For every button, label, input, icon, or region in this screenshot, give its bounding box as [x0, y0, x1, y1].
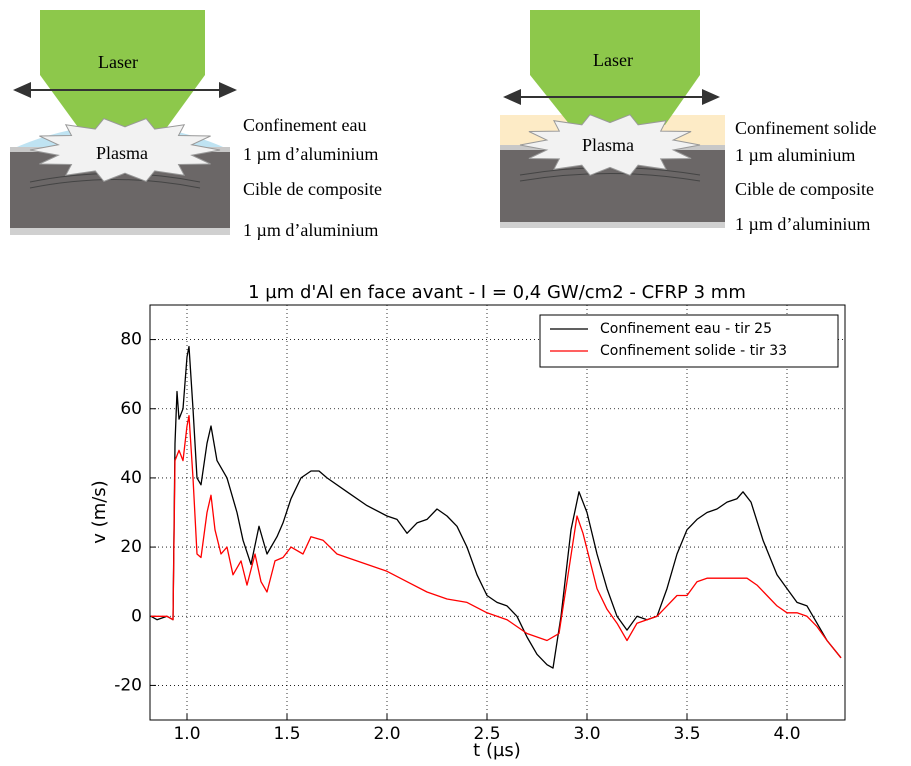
diagram-water: Laser Plasma Confinement eau 1 µm d’alum…: [10, 10, 382, 240]
laser-label: Laser: [593, 50, 633, 70]
laser-label: Laser: [98, 52, 138, 72]
x-axis-label: t (µs): [473, 740, 521, 761]
plot-frame: [149, 304, 846, 721]
plasma-label: Plasma: [582, 135, 634, 155]
x-tick-label: 2.0: [373, 724, 400, 744]
layer-label: Cible de composite: [735, 179, 874, 199]
layer-label: 1 µm d’aluminium: [735, 214, 870, 234]
chart: 1 µm d'Al en face avant - I = 0,4 GW/cm2…: [89, 282, 846, 761]
legend-label: Confinement solide - tir 33: [600, 343, 787, 359]
x-tick-label: 2.5: [473, 724, 500, 744]
laser-beam: [40, 10, 205, 130]
y-axis-label: v (m/s): [89, 480, 110, 543]
plasma: [29, 118, 221, 182]
y-tick-label: 20: [120, 537, 142, 557]
x-tick-label: 1.0: [173, 724, 200, 744]
plasma: [519, 114, 701, 176]
y-tick-label: 60: [120, 399, 142, 419]
layer-label: 1 µm d’aluminium: [243, 144, 378, 164]
plasma-label: Plasma: [96, 143, 148, 163]
al-layer: [10, 228, 230, 235]
x-tick-label: 4.0: [773, 724, 800, 744]
layer-label: 1 µm d’aluminium: [243, 220, 378, 240]
y-tick-label: 0: [131, 606, 142, 626]
diagram-solid: Laser Plasma Confinement solide 1 µm alu…: [500, 10, 876, 234]
al-layer: [500, 222, 725, 228]
x-tick-label: 1.5: [273, 724, 300, 744]
layer-label: Confinement eau: [243, 115, 366, 135]
data-line: [151, 415, 842, 659]
layer-label: Cible de composite: [243, 179, 382, 199]
layer-label: Confinement solide: [735, 118, 876, 138]
x-tick-label: 3.5: [673, 724, 700, 744]
data-line: [150, 345, 842, 669]
y-tick-label: 40: [120, 468, 142, 488]
y-tick-label: -20: [114, 675, 142, 695]
y-tick-label: 80: [120, 330, 142, 350]
x-tick-label: 3.0: [573, 724, 600, 744]
legend-box: [539, 314, 839, 368]
chart-title: 1 µm d'Al en face avant - I = 0,4 GW/cm2…: [248, 282, 746, 303]
layer-label: 1 µm aluminium: [735, 145, 855, 165]
legend-label: Confinement eau - tir 25: [600, 321, 772, 337]
